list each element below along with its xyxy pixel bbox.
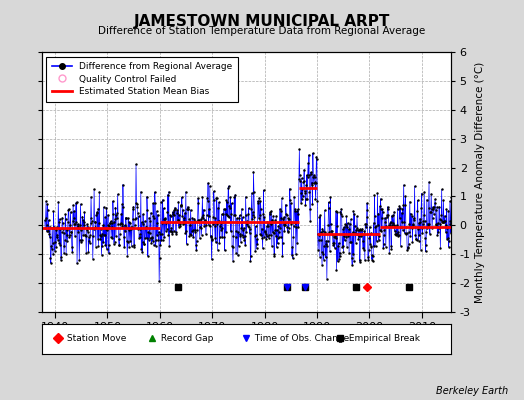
Text: Record Gap: Record Gap xyxy=(158,334,214,343)
Y-axis label: Monthly Temperature Anomaly Difference (°C): Monthly Temperature Anomaly Difference (… xyxy=(475,61,485,303)
Text: Berkeley Earth: Berkeley Earth xyxy=(436,386,508,396)
Text: JAMESTOWN MUNICIPAL ARPT: JAMESTOWN MUNICIPAL ARPT xyxy=(134,14,390,29)
Legend: Difference from Regional Average, Quality Control Failed, Estimated Station Mean: Difference from Regional Average, Qualit… xyxy=(47,56,237,102)
Text: Time of Obs. Change: Time of Obs. Change xyxy=(253,334,350,343)
Text: Empirical Break: Empirical Break xyxy=(346,334,420,343)
Text: Difference of Station Temperature Data from Regional Average: Difference of Station Temperature Data f… xyxy=(99,26,425,36)
Text: Station Move: Station Move xyxy=(64,334,127,343)
